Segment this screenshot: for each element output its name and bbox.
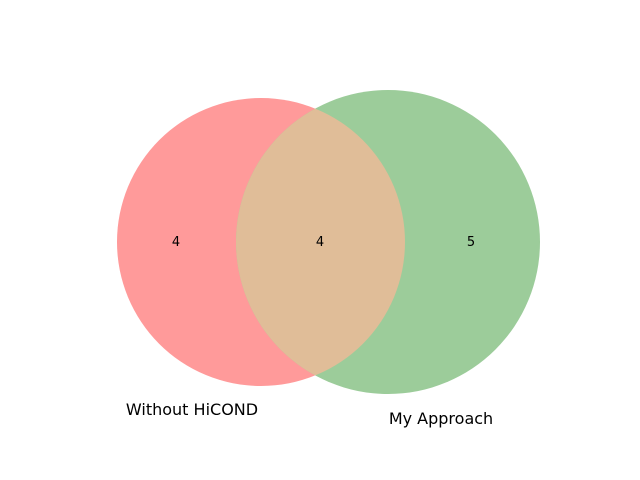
set-label-my-approach: My Approach [389,409,493,428]
intersection-region [236,98,405,386]
only-my-approach-count: 5 [467,235,475,250]
only-without-hicond-count: 4 [172,235,180,250]
intersection-count: 4 [316,235,324,250]
set-label-without-hicond: Without HiCOND [126,400,258,419]
